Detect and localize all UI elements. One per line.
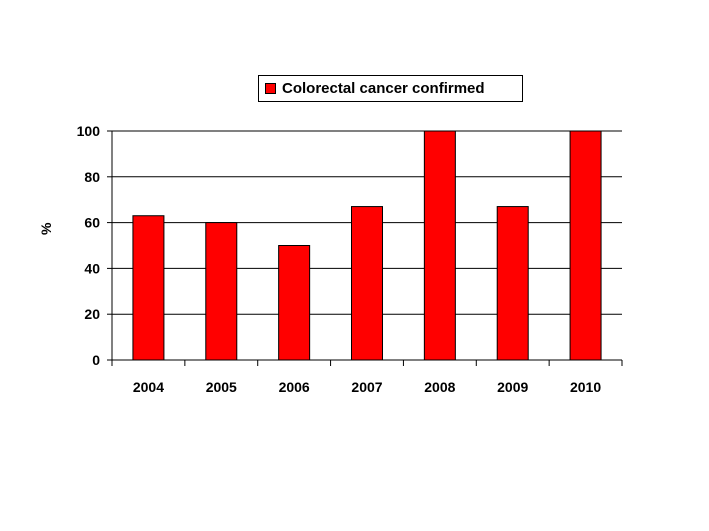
bar	[569, 130, 602, 361]
x-tick-label: 2007	[351, 379, 382, 395]
bars	[132, 130, 602, 361]
bar	[423, 130, 456, 361]
legend-swatch	[265, 83, 276, 94]
legend: Colorectal cancer confirmed	[258, 75, 523, 102]
bar	[278, 245, 311, 361]
x-tick-labels: 2004 2005 2006 2007 2008 2009 2010	[133, 379, 602, 395]
x-tick-label: 2009	[497, 379, 528, 395]
y-tick-label: 40	[84, 260, 100, 276]
x-tick-label: 2004	[133, 379, 164, 395]
y-axis-label: %	[38, 222, 54, 235]
y-tick-label: 100	[77, 123, 101, 139]
bar	[205, 222, 238, 361]
axes	[107, 130, 623, 366]
bar	[351, 206, 383, 361]
y-tick-labels: 0 20 40 60 80 100	[77, 123, 101, 368]
y-tick-label: 60	[84, 215, 100, 231]
x-tick-label: 2005	[206, 379, 237, 395]
y-tick-label: 80	[84, 169, 100, 185]
bar	[132, 215, 165, 361]
legend-label: Colorectal cancer confirmed	[282, 80, 485, 97]
bar	[496, 206, 529, 361]
x-tick-label: 2006	[279, 379, 310, 395]
x-tick-label: 2008	[424, 379, 455, 395]
y-tick-label: 20	[84, 306, 100, 322]
y-tick-label: 0	[92, 352, 100, 368]
x-tick-label: 2010	[570, 379, 601, 395]
